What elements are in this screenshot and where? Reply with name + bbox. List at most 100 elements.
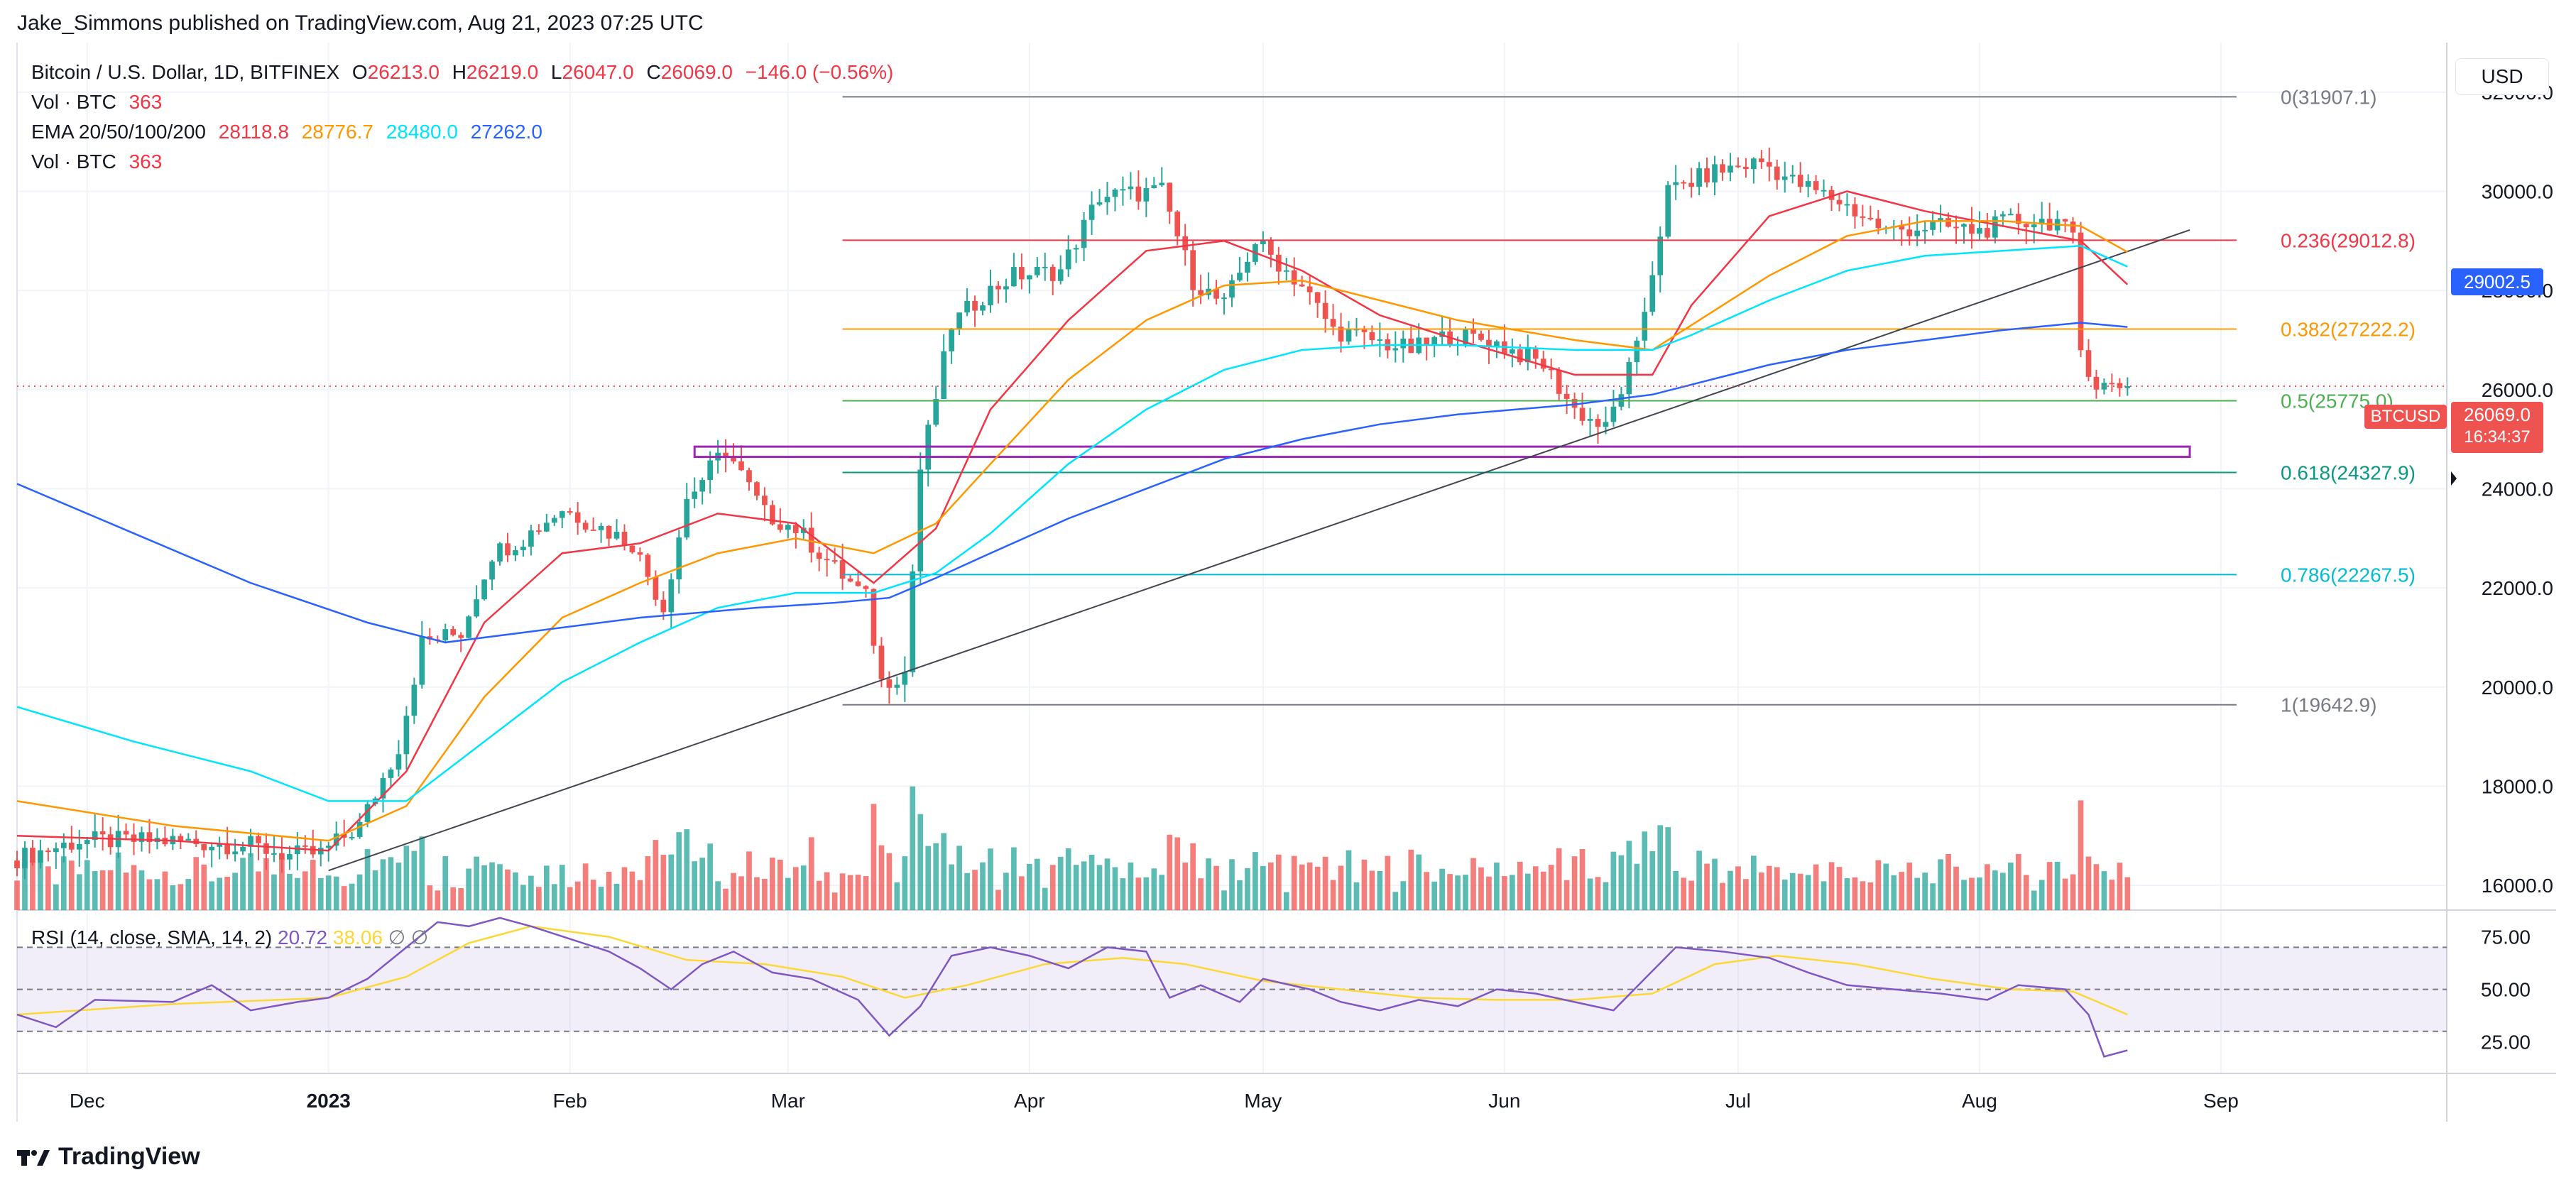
volume-bar-203: [1595, 877, 1601, 910]
rsi-legend[interactable]: RSI (14, close, SMA, 14, 2) 20.72 38.06 …: [31, 926, 428, 949]
volume-bar-156: [1229, 859, 1235, 910]
tradingview-logo[interactable]: TradingView: [17, 1143, 200, 1171]
volume-bar-79: [629, 871, 635, 910]
candle-103: [816, 552, 822, 559]
candle-72: [574, 512, 581, 523]
low-value: 26047.0: [562, 61, 634, 83]
volume-bar-83: [660, 855, 667, 910]
candle-16: [138, 832, 145, 842]
tradingview-logo-icon: [17, 1149, 50, 1166]
candle-27: [224, 843, 230, 855]
candle-76: [606, 525, 612, 539]
candle-247: [1938, 218, 1943, 221]
volume-bar-228: [1789, 873, 1796, 910]
x-tick-9: Sep: [2203, 1090, 2239, 1112]
volume-bar-29: [240, 858, 246, 910]
volume-bar-257: [2015, 853, 2021, 910]
candle-131: [1034, 266, 1040, 275]
volume-bar-163: [1283, 892, 1289, 910]
candle-5: [53, 848, 59, 853]
candle-75: [598, 525, 604, 530]
trendline: [328, 229, 2190, 872]
volume-bar-213: [1673, 870, 1679, 910]
candle-140: [1104, 197, 1110, 202]
volume-bar-118: [933, 843, 939, 910]
candle-106: [839, 560, 846, 579]
candle-138: [1088, 204, 1095, 220]
volume-legend[interactable]: Vol · BTC 363: [31, 91, 169, 114]
currency-button[interactable]: USD: [2455, 58, 2549, 95]
volume-bar-24: [201, 864, 207, 910]
volume-bar-169: [1330, 880, 1336, 910]
ema200-line: [16, 322, 2128, 644]
candle-256: [2007, 214, 2014, 216]
candle-108: [855, 581, 861, 586]
volume-bar-190: [1494, 862, 1500, 910]
candle-229: [1797, 175, 1803, 187]
volume-bar-200: [1571, 856, 1578, 910]
candle-2: [30, 848, 36, 863]
candle-69: [551, 518, 557, 523]
candle-148: [1167, 182, 1173, 212]
volume-bar-155: [1221, 890, 1227, 910]
candle-124: [980, 305, 986, 311]
candle-230: [1805, 181, 1811, 187]
volume-value: 363: [129, 91, 163, 113]
y-tick-7: 30000.0: [2482, 180, 2553, 202]
candle-39: [317, 848, 324, 855]
volume-bar-19: [162, 871, 168, 910]
volume-bar-77: [613, 883, 620, 910]
candle-154: [1213, 288, 1219, 299]
close-value: 26069.0: [660, 61, 733, 83]
x-tick-0: Dec: [70, 1090, 105, 1112]
volume-bar-46: [372, 870, 378, 910]
candle-235: [1844, 204, 1850, 206]
volume-bar-217: [1704, 863, 1710, 910]
volume-bar-193: [1517, 861, 1523, 910]
volume2-value: 363: [129, 151, 163, 173]
candle-9: [84, 840, 90, 845]
candle-222: [1743, 166, 1749, 170]
candle-266: [2085, 350, 2092, 377]
candle-25: [209, 846, 215, 850]
candle-194: [1524, 348, 1531, 363]
volume-bar-9: [84, 860, 90, 910]
volume-bar-65: [520, 885, 526, 910]
volume-bar-150: [1182, 862, 1189, 910]
volume-bar-192: [1510, 875, 1515, 910]
volume-bar-198: [1556, 848, 1562, 910]
volume-bar-104: [824, 872, 830, 910]
x-tick-8: Aug: [1962, 1090, 1997, 1112]
volume-bar-242: [1899, 872, 1905, 910]
volume-bar-263: [2062, 878, 2068, 910]
symbol-legend[interactable]: Bitcoin / U.S. Dollar, 1D, BITFINEX O262…: [31, 61, 900, 84]
candle-163: [1283, 270, 1289, 272]
candle-188: [1478, 333, 1484, 340]
fib-label-0.786: 0.786(22267.5): [2281, 564, 2416, 586]
ema-label: EMA 20/50/100/200: [31, 121, 206, 143]
candle-228: [1789, 175, 1796, 177]
open-label: O: [351, 61, 368, 83]
candle-249: [1953, 226, 1959, 229]
volume-bar-10: [92, 871, 98, 910]
volume-bar-142: [1120, 878, 1126, 910]
candle-227: [1781, 176, 1788, 180]
volume-bar-38: [310, 860, 316, 910]
ema-legend[interactable]: EMA 20/50/100/200 28118.8 28776.7 28480.…: [31, 121, 550, 143]
volume-bar-153: [1206, 858, 1211, 910]
volume-bar-157: [1237, 880, 1243, 910]
volume-bar-98: [777, 859, 783, 910]
candle-93: [738, 461, 744, 471]
volume-bar-259: [2031, 890, 2037, 910]
volume-bar-221: [1735, 866, 1741, 910]
volume-bar-3: [38, 850, 43, 910]
volume-bar-22: [185, 879, 192, 910]
volume-bar-25: [209, 881, 215, 910]
volume-legend-2[interactable]: Vol · BTC 363: [31, 151, 169, 173]
volume-bar-88: [699, 858, 706, 910]
volume-bar-199: [1563, 880, 1570, 910]
candle-62: [497, 543, 503, 562]
volume-bar-262: [2054, 861, 2061, 910]
candle-197: [1548, 368, 1554, 371]
